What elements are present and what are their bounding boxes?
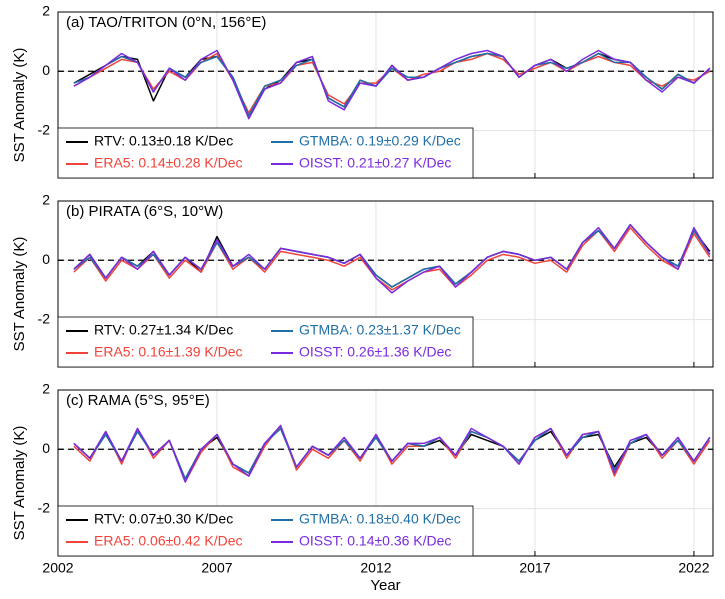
- legend-label: ERA5: 0.16±1.39 K/Dec: [94, 344, 243, 360]
- legend-label: GTMBA: 0.18±0.40 K/Dec: [299, 511, 461, 527]
- legend: RTV: 0.27±1.34 K/Dec ERA5: 0.16±1.39 K/De…: [57, 316, 474, 368]
- panel-title: (c) RAMA (5°S, 95°E): [66, 392, 210, 409]
- lines: [73, 223, 711, 294]
- panel-title: (b) PIRATA (6°S, 10°W): [66, 203, 223, 220]
- legend-label: GTMBA: 0.23±1.37 K/Dec: [299, 322, 461, 338]
- legend-label: OISST: 0.21±0.27 K/Dec: [299, 155, 451, 171]
- y-tick-label: 0: [42, 62, 50, 78]
- legend-label: RTV: 0.27±1.34 K/Dec: [94, 322, 233, 338]
- x-axis-label: Year: [370, 577, 400, 594]
- series-line: [73, 52, 711, 117]
- legend-label: RTV: 0.13±0.18 K/Dec: [94, 133, 233, 149]
- series-line: [73, 226, 711, 291]
- y-tick-label: 0: [42, 251, 50, 267]
- y-axis-label: SST Anomaly (K): [11, 237, 28, 352]
- legend-label: OISST: 0.26±1.36 K/Dec: [299, 344, 451, 360]
- series-line: [73, 424, 711, 483]
- x-tick-label: 2012: [360, 560, 391, 576]
- series-line: [73, 49, 711, 120]
- legend-label: OISST: 0.14±0.36 K/Dec: [299, 533, 451, 549]
- lines: [73, 49, 711, 120]
- y-tick-label: -2: [38, 121, 51, 137]
- legend-label: GTMBA: 0.19±0.29 K/Dec: [299, 133, 461, 149]
- y-tick-label: 2: [42, 381, 50, 397]
- x-tick-label: 2022: [678, 560, 709, 576]
- x-tick-label: 2017: [519, 560, 550, 576]
- panel: -2 0 2 (a) TAO/TRITON (0°N, 156°E) SST Anoma…: [11, 3, 714, 179]
- legend-label: ERA5: 0.06±0.42 K/Dec: [94, 533, 243, 549]
- lines: [73, 424, 711, 483]
- y-tick-label: 2: [42, 3, 50, 19]
- legend-label: RTV: 0.07±0.30 K/Dec: [94, 511, 233, 527]
- panel-title: (a) TAO/TRITON (0°N, 156°E): [66, 14, 266, 31]
- y-tick-label: 0: [42, 440, 50, 456]
- y-tick-label: -2: [38, 499, 51, 515]
- legend-label: ERA5: 0.14±0.28 K/Dec: [94, 155, 243, 171]
- panel: 2002 2007 2012 2017 2022 -2 0 2 (c) RAMA (5°S, 9…: [11, 381, 714, 594]
- legend-box: [57, 505, 474, 557]
- legend: RTV: 0.07±0.30 K/Dec ERA5: 0.06±0.42 K/De…: [57, 505, 474, 557]
- y-axis-label: SST Anomaly (K): [11, 48, 28, 163]
- x-tick-label: 2007: [201, 560, 232, 576]
- x-tick-label: 2002: [42, 560, 73, 576]
- legend: RTV: 0.13±0.18 K/Dec ERA5: 0.14±0.28 K/De…: [57, 127, 474, 179]
- y-axis-label: SST Anomaly (K): [11, 426, 28, 541]
- y-tick-label: 2: [42, 192, 50, 208]
- series-line: [73, 223, 711, 294]
- panel: -2 0 2 (b) PIRATA (6°S, 10°W) SST Anomaly (K…: [11, 192, 714, 368]
- legend-box: [57, 127, 474, 179]
- y-tick-label: -2: [38, 310, 51, 326]
- legend-box: [57, 316, 474, 368]
